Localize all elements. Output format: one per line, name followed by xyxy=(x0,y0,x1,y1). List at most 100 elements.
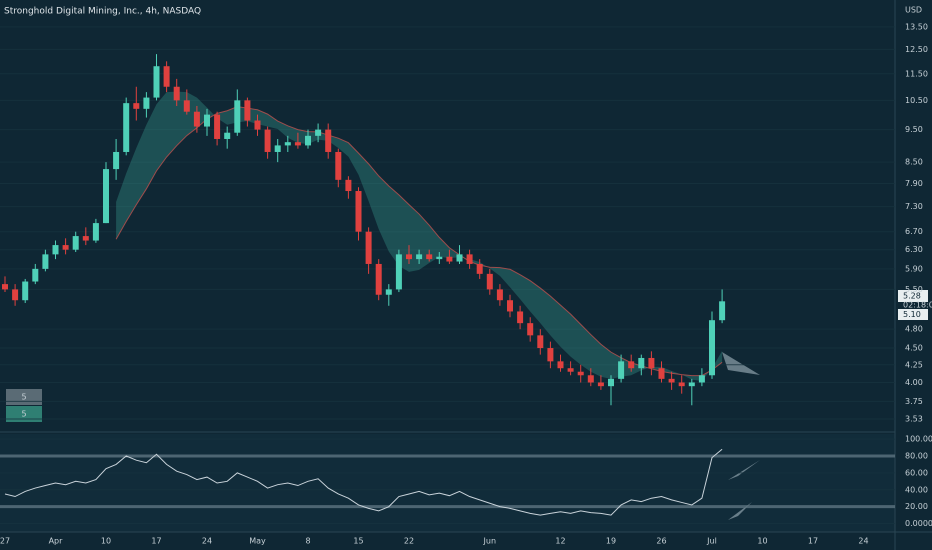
candle-body xyxy=(719,301,726,321)
y-tick-label: 20.00 xyxy=(905,502,928,511)
candle-body xyxy=(335,151,342,180)
candle-body xyxy=(52,245,59,255)
y-tick-label: 40.00 xyxy=(905,485,928,494)
candle-body xyxy=(103,169,109,224)
candle-body xyxy=(284,142,291,146)
y-tick-label: 3.75 xyxy=(905,397,923,406)
candle-body xyxy=(416,254,423,260)
last-price: 5.28 xyxy=(903,292,921,301)
arrow xyxy=(728,460,760,480)
y-tick-label: 8.50 xyxy=(905,158,923,167)
candle-body xyxy=(224,132,231,139)
countdown: 02:18:05 xyxy=(903,301,932,310)
candle-body xyxy=(345,179,352,192)
candle-body xyxy=(608,378,614,387)
candle-body xyxy=(577,371,584,376)
y-tick-label: 6.30 xyxy=(905,245,923,254)
candle-body xyxy=(183,100,190,112)
candle-body xyxy=(537,335,544,349)
candle-body xyxy=(365,231,372,264)
candle-body xyxy=(355,191,362,232)
candle-body xyxy=(426,254,433,260)
x-tick-label: 17 xyxy=(151,537,161,546)
candle-body xyxy=(395,254,402,290)
x-tick-label: 10 xyxy=(101,537,111,546)
x-tick-label: 10 xyxy=(757,537,767,546)
candle-body xyxy=(517,311,524,324)
candle-body xyxy=(133,103,140,109)
candle-body xyxy=(678,382,685,387)
candle-body xyxy=(547,348,554,362)
candle-body xyxy=(92,223,99,241)
x-tick-label: Jun xyxy=(483,537,497,546)
candle-body xyxy=(2,284,8,290)
y-tick-label: 0.0000 xyxy=(905,519,932,528)
badge-box xyxy=(6,406,42,422)
oscillator-line xyxy=(4,448,723,516)
arrow xyxy=(722,352,760,375)
y-tick-label: 4.50 xyxy=(905,344,923,353)
y-tick-label: 60.00 xyxy=(905,468,928,477)
candle-body xyxy=(668,378,675,383)
y-tick-label: 12.50 xyxy=(905,45,928,54)
candle-body xyxy=(234,100,241,133)
candle-body xyxy=(587,375,594,383)
y-tick-label: 4.25 xyxy=(905,360,923,369)
candle-body xyxy=(264,129,271,152)
y-tick-label: 7.90 xyxy=(905,179,923,188)
x-tick-label: 12 xyxy=(555,537,565,546)
candle-body xyxy=(567,368,574,372)
candle-body xyxy=(698,375,705,383)
candle-body xyxy=(688,382,695,387)
candle-body xyxy=(315,129,322,136)
badge: 5 xyxy=(21,393,26,402)
oscillator-panel xyxy=(0,434,895,532)
candle-body xyxy=(123,103,130,152)
x-tick-label: 22 xyxy=(404,537,414,546)
candle-body xyxy=(375,263,382,295)
candle-body xyxy=(42,254,49,269)
x-tick-label: 24 xyxy=(202,537,212,546)
candle-body xyxy=(294,142,301,146)
candle-body xyxy=(385,289,392,295)
candle-body xyxy=(446,256,453,262)
x-tick-label: Jul xyxy=(706,537,717,546)
candle-body xyxy=(173,86,180,101)
candle-body xyxy=(496,289,503,301)
x-tick-label: 17 xyxy=(808,537,818,546)
candle-body xyxy=(62,245,69,250)
candle-body xyxy=(436,256,443,260)
x-tick-label: 26 xyxy=(656,537,666,546)
candle-body xyxy=(32,268,39,282)
x-tick-label: May xyxy=(249,537,266,546)
y-tick-label: 3.53 xyxy=(905,415,923,424)
candle-body xyxy=(709,320,715,376)
candle-body xyxy=(305,135,311,146)
candle-body xyxy=(628,361,635,369)
candle-body xyxy=(82,236,89,241)
candle-body xyxy=(527,323,534,336)
candle-body xyxy=(325,129,332,152)
y-tick-label: 6.70 xyxy=(905,227,923,236)
y-tick-label: 13.50 xyxy=(905,22,928,31)
candle-body xyxy=(648,357,655,369)
candle-body xyxy=(153,66,160,98)
candle-body xyxy=(12,289,19,301)
y-tick-label: 5.90 xyxy=(905,264,923,273)
price-tag xyxy=(898,309,928,320)
candle-body xyxy=(466,254,473,264)
candle-body xyxy=(244,100,251,121)
chart-title: Stronghold Digital Mining, Inc., 4h, NAS… xyxy=(4,7,201,17)
y-tick-label: 7.30 xyxy=(905,202,923,211)
candle-body xyxy=(204,114,210,127)
candle-body xyxy=(193,111,200,127)
candle-body xyxy=(406,254,412,260)
y-tick-label: 9.50 xyxy=(905,125,923,134)
candle-body xyxy=(618,361,625,379)
x-tick-label: 24 xyxy=(858,537,868,546)
y-tick-label: 10.50 xyxy=(905,96,928,105)
candle-body xyxy=(476,263,483,274)
y-tick-label: 4.80 xyxy=(905,325,923,334)
x-tick-label: 8 xyxy=(305,537,310,546)
y-tick-label: 5.50 xyxy=(905,285,923,294)
